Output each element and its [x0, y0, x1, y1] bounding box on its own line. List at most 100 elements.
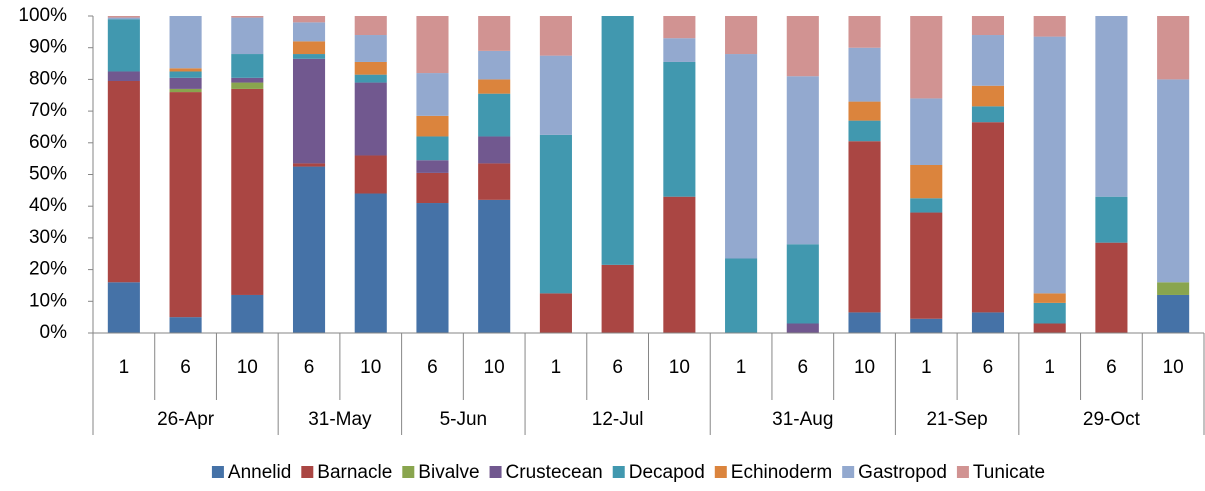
bar-segment — [107, 16, 140, 18]
x-tick-label: 6 — [983, 357, 994, 378]
bar-segment — [231, 294, 264, 333]
bar-segment — [416, 115, 449, 137]
legend-label: Annelid — [228, 462, 291, 483]
x-tick-label: 1 — [736, 357, 747, 378]
bar-segment — [786, 16, 819, 77]
bar-segment — [786, 323, 819, 333]
bar-segment — [971, 122, 1005, 313]
y-tick-label: 10% — [29, 290, 67, 311]
group-label: 12-Jul — [592, 409, 644, 430]
y-tick-label: 90% — [29, 37, 67, 58]
legend-label: Gastropod — [858, 462, 947, 483]
bar-segment — [971, 35, 1005, 86]
legend-swatch — [714, 466, 727, 478]
bar-segment — [1095, 196, 1128, 243]
y-tick-label: 100% — [18, 5, 67, 26]
legend-label: Bivalve — [418, 462, 479, 483]
legend-swatch — [211, 466, 224, 478]
bar-segment — [292, 16, 326, 23]
bar-segment — [416, 73, 449, 116]
bar-segment — [354, 74, 387, 83]
bar-segment — [663, 38, 696, 62]
y-tick-label: 40% — [29, 195, 67, 216]
bar-segment — [416, 16, 449, 74]
bar-segment — [1033, 293, 1066, 303]
x-tick-label: 10 — [854, 357, 875, 378]
bar-segment — [971, 16, 1005, 36]
bar-segment — [848, 101, 881, 121]
bar-segment — [231, 88, 264, 295]
bar-segment — [292, 22, 326, 42]
bar-segment — [1033, 323, 1066, 333]
bar-segment — [354, 35, 387, 62]
legend-label: Decapod — [629, 462, 705, 483]
bar-segment — [848, 47, 881, 102]
x-tick-label: 1 — [119, 357, 130, 378]
legend-label: Barnacle — [317, 462, 392, 483]
x-tick-label: 10 — [669, 357, 690, 378]
y-tick-label: 80% — [29, 68, 67, 89]
x-tick-label: 6 — [304, 357, 315, 378]
bar-segment — [354, 61, 387, 75]
x-tick-label: 6 — [798, 357, 809, 378]
bar-segment — [848, 312, 881, 333]
y-tick-label: 70% — [29, 100, 67, 121]
bar-segment — [539, 293, 572, 333]
bar-segment — [910, 198, 943, 213]
bar-segment — [1157, 294, 1190, 333]
bar-segment — [231, 54, 264, 78]
legend-swatch — [402, 466, 415, 478]
legend-swatch — [842, 466, 855, 478]
bar-segment — [539, 16, 572, 56]
bar-segment — [416, 172, 449, 204]
y-tick-label: 50% — [29, 164, 67, 185]
bar-segment — [539, 134, 572, 294]
bar-segment — [107, 282, 140, 333]
bar-segment — [1157, 16, 1190, 80]
group-label: 31-Aug — [772, 409, 833, 430]
legend-swatch — [489, 466, 502, 478]
legend-swatch — [612, 466, 625, 478]
bar-segment — [601, 16, 634, 265]
x-tick-label: 10 — [237, 357, 258, 378]
x-tick-label: 6 — [427, 357, 438, 378]
bar-segment — [107, 19, 140, 72]
group-label: 26-Apr — [157, 409, 215, 430]
bar-segment — [910, 212, 943, 319]
bar-segment — [725, 16, 758, 55]
bar-segment — [231, 82, 264, 89]
bar-segment — [1095, 16, 1128, 197]
bar-segment — [539, 55, 572, 135]
x-tick-label: 6 — [180, 357, 191, 378]
bar-segment — [910, 164, 943, 199]
bar-segment — [725, 258, 758, 333]
bar-segment — [663, 16, 696, 39]
bar-segment — [725, 54, 758, 259]
bar-segment — [971, 85, 1005, 107]
group-label: 31-May — [308, 409, 372, 430]
legend-swatch — [301, 466, 314, 478]
group-label: 5-Jun — [440, 409, 488, 430]
x-tick-label: 1 — [1044, 357, 1055, 378]
x-tick-label: 6 — [1106, 357, 1117, 378]
bar-segment — [786, 244, 819, 324]
bar-segment — [478, 163, 511, 200]
bar-segment — [354, 155, 387, 194]
bar-segment — [478, 93, 511, 137]
bar-segment — [848, 141, 881, 313]
legend-label: Tunicate — [973, 462, 1045, 483]
bar-segment — [910, 98, 943, 165]
bar-segment — [478, 16, 511, 51]
bar-segment — [848, 16, 881, 48]
bar-segment — [169, 317, 202, 333]
legend-label: Crustecean — [506, 462, 603, 483]
bar-segment — [663, 196, 696, 333]
x-tick-label: 10 — [484, 357, 505, 378]
bar-segment — [1095, 242, 1128, 333]
bar-segment — [292, 54, 326, 59]
bar-segment — [169, 77, 202, 89]
bar-segment — [292, 163, 326, 167]
x-tick-label: 10 — [1163, 357, 1184, 378]
group-label: 29-Oct — [1083, 409, 1141, 430]
